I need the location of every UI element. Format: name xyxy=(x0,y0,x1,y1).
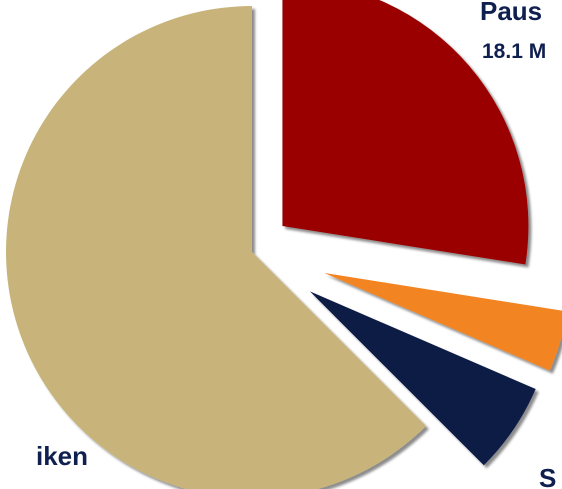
pie-slice-navy xyxy=(309,291,536,466)
slice-label-tan: iken xyxy=(36,441,88,471)
pie-slice-tan xyxy=(6,6,426,489)
slice-label-pause: Paus xyxy=(480,0,542,26)
pie-slices xyxy=(6,0,562,489)
pie-slice-pause xyxy=(282,0,529,265)
slice-sublabel-pause: 18.1 M xyxy=(482,40,546,63)
slice-label-navy: S xyxy=(539,463,556,489)
pie-slice-orange xyxy=(324,272,562,371)
